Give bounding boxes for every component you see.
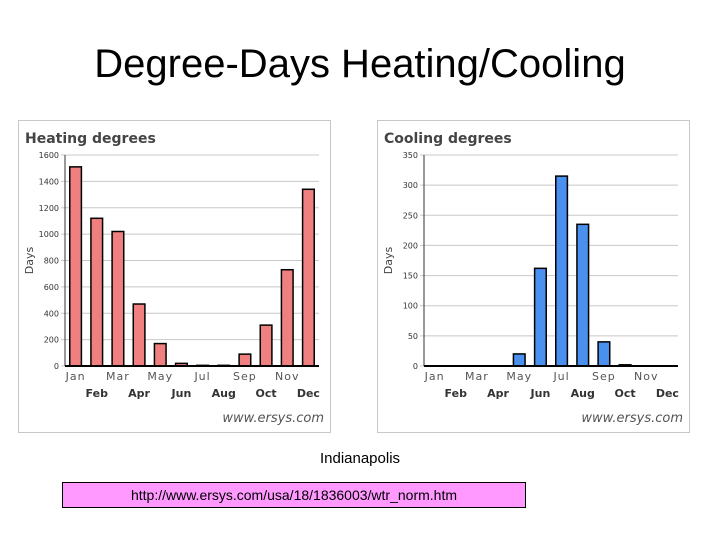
- cooling-chart-panel: Cooling degrees Days 0 50 100 150 200 250 300 350…: [377, 120, 690, 433]
- heating-bar-may: [153, 342, 167, 367]
- cooling-y-tick-label: 200: [403, 241, 418, 250]
- heating-watermark: www.ersys.com: [222, 411, 324, 426]
- cooling-x-tick-label: May: [506, 370, 532, 383]
- cooling-y-tick-label: 50: [408, 332, 418, 341]
- heating-chart: Heating degrees Days 0 200 400 600 800 1000 1200…: [23, 131, 324, 426]
- heating-y-axis-label: Days: [23, 247, 36, 275]
- cooling-x-tick-label: Oct: [615, 387, 636, 400]
- city-caption: Indianapolis: [319, 450, 401, 467]
- heating-bar-feb: [90, 217, 104, 367]
- heating-y-tick-label: 1000: [39, 230, 59, 239]
- heating-x-tick-label: Sep: [233, 370, 257, 383]
- cooling-y-tick-label: 100: [403, 302, 418, 311]
- heating-y-tick-label: 400: [44, 309, 59, 318]
- cooling-x-tick-label: Jul: [552, 370, 569, 383]
- cooling-x-tick-label: Sep: [592, 370, 616, 383]
- cooling-chart: Cooling degrees Days 0 50 100 150 200 250 300 350…: [382, 131, 683, 426]
- cooling-x-tick-label: Aug: [571, 387, 595, 400]
- heating-bar-dec: [301, 188, 315, 367]
- heating-y-tick-label: 1200: [39, 204, 59, 213]
- heating-bar-apr: [132, 303, 146, 367]
- heating-x-tick-label: Dec: [297, 387, 320, 400]
- slide-title: Degree-Days Heating/Cooling: [94, 42, 626, 86]
- cooling-watermark: www.ersys.com: [581, 411, 683, 426]
- heating-x-tick-label: Mar: [106, 370, 130, 383]
- heating-y-tick-label: 800: [44, 257, 59, 266]
- cooling-x-tick-label: Jun: [530, 387, 551, 400]
- heating-x-tick-label: Jan: [65, 370, 86, 383]
- cooling-x-tick-label: Apr: [487, 387, 509, 400]
- heating-bar-mar: [111, 230, 125, 367]
- heating-y-tick-label: 200: [44, 336, 59, 345]
- heating-y-tick-label: 1400: [39, 177, 59, 186]
- heating-x-tick-label: May: [147, 370, 173, 383]
- heating-bar-jan: [69, 166, 83, 367]
- heating-bar-nov: [280, 268, 294, 367]
- heating-x-tick-label: Feb: [86, 387, 109, 400]
- heating-x-tick-label: Aug: [212, 387, 236, 400]
- cooling-y-tick-label: 0: [413, 362, 418, 371]
- cooling-bar-jun: [533, 267, 547, 367]
- source-url-link[interactable]: http://www.ersys.com/usa/18/1836003/wtr_…: [62, 482, 526, 508]
- cooling-x-tick-label: Dec: [656, 387, 679, 400]
- heating-x-tick-label: Jul: [193, 370, 210, 383]
- cooling-bar-jul: [555, 175, 569, 367]
- heating-x-tick-label: Oct: [256, 387, 277, 400]
- cooling-y-tick-label: 350: [403, 151, 418, 160]
- heating-x-tick-label: Jun: [171, 387, 192, 400]
- cooling-bar-sep: [597, 341, 611, 367]
- heating-x-tick-label: Apr: [128, 387, 150, 400]
- cooling-bar-may: [512, 353, 526, 367]
- cooling-x-tick-label: Feb: [445, 387, 468, 400]
- cooling-x-tick-label: Jan: [424, 370, 445, 383]
- heating-y-tick-label: 0: [54, 362, 59, 371]
- cooling-chart-title: Cooling degrees: [384, 131, 512, 147]
- cooling-bar-aug: [576, 223, 590, 367]
- heating-bar-oct: [259, 324, 273, 367]
- cooling-x-tick-label: Mar: [465, 370, 489, 383]
- heating-y-tick-label: 600: [44, 283, 59, 292]
- cooling-y-tick-label: 300: [403, 181, 418, 190]
- cooling-y-tick-label: 150: [403, 272, 418, 281]
- heating-chart-title: Heating degrees: [25, 131, 156, 147]
- heating-chart-panel: Heating degrees Days 0 200 400 600 800 1000 1200…: [18, 120, 331, 433]
- heating-y-tick-label: 1600: [39, 151, 59, 160]
- heating-x-tick-label: Nov: [275, 370, 299, 383]
- cooling-y-axis-label: Days: [382, 247, 395, 275]
- cooling-x-tick-label: Nov: [634, 370, 658, 383]
- heating-bar-sep: [238, 353, 252, 367]
- cooling-y-tick-label: 250: [403, 211, 418, 220]
